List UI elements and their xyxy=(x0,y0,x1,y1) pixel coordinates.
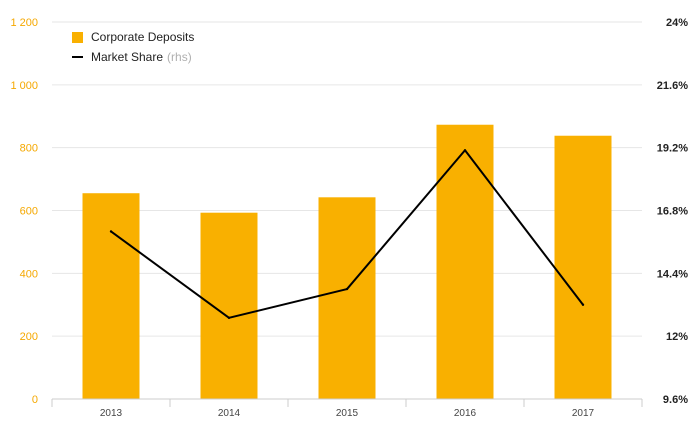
left-axis-tick-label: 600 xyxy=(20,206,38,218)
legend-bar-label: Corporate Deposits xyxy=(91,30,195,44)
right-axis-tick-label: 16.8% xyxy=(657,206,688,218)
legend-line-swatch xyxy=(72,56,83,58)
right-axis-tick-label: 19.2% xyxy=(657,143,688,155)
market-share-point-2015 xyxy=(345,287,349,291)
left-axis-tick-label: 400 xyxy=(20,268,38,280)
left-axis-tick-label: 800 xyxy=(20,143,38,155)
market-share-point-2017 xyxy=(581,303,585,306)
x-axis-tick-label: 2017 xyxy=(572,408,595,419)
bar-2016 xyxy=(436,124,494,400)
bar-2015 xyxy=(318,197,376,399)
market-share-point-2014 xyxy=(227,316,231,320)
legend: Corporate Deposits Market Share (rhs) xyxy=(72,27,194,67)
bar-2013 xyxy=(82,193,140,399)
line-series xyxy=(109,149,585,320)
x-axis-tick-label: 2014 xyxy=(218,408,241,419)
bar-2017 xyxy=(554,135,612,399)
axes: 0 9.6% 200 12% 400 14.4% 600 16.8% 800 19.2% 1 000… xyxy=(10,17,688,419)
legend-line-suffix: (rhs) xyxy=(167,50,192,64)
legend-bar-swatch xyxy=(72,31,83,43)
bar-2014 xyxy=(200,212,258,399)
left-axis-tick-label: 1 200 xyxy=(10,17,38,29)
market-share-point-2016 xyxy=(463,149,467,152)
left-axis-tick-label: 1 000 xyxy=(10,80,38,92)
legend-line-label: Market Share xyxy=(91,50,164,64)
left-axis-tick-label: 0 xyxy=(32,394,38,406)
left-axis-tick-label: 200 xyxy=(20,331,38,343)
x-axis-tick-label: 2016 xyxy=(454,408,477,419)
legend-item-bar: Corporate Deposits xyxy=(72,27,194,47)
right-axis-tick-label: 21.6% xyxy=(657,80,688,92)
legend-item-line: Market Share (rhs) xyxy=(72,47,194,67)
bar-series xyxy=(82,124,612,400)
right-axis-tick-label: 9.6% xyxy=(663,394,688,406)
right-axis-tick-label: 12% xyxy=(666,331,688,343)
x-axis-tick-label: 2015 xyxy=(336,408,359,419)
right-axis-tick-label: 24% xyxy=(666,17,688,29)
market-share-point-2013 xyxy=(109,230,113,233)
x-axis-tick-label: 2013 xyxy=(100,408,123,419)
right-axis-tick-label: 14.4% xyxy=(657,268,688,280)
